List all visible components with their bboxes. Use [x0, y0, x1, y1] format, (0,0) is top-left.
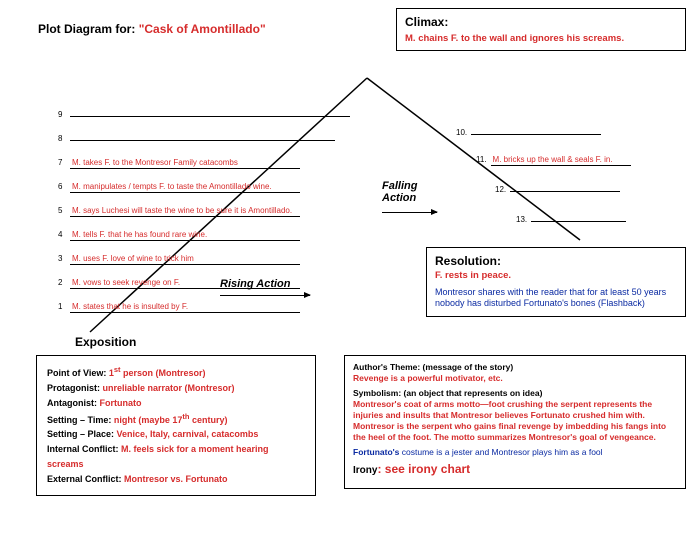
setting-place-value: Venice, Italy, carnival, catacombs [117, 429, 259, 439]
falling-item-13.: 13. [516, 215, 626, 224]
story-title: "Cask of Amontillado" [139, 22, 266, 36]
rising-item-6: 6M. manipulates / tempts F. to taste the… [58, 182, 300, 193]
antagonist-label: Antagonist: [47, 398, 100, 408]
fortunato-label: Fortunato's [353, 447, 399, 457]
irony-text: : see irony chart [377, 462, 470, 476]
theme-box: Author's Theme: (message of the story)Re… [344, 355, 686, 489]
setting-place-label: Setting – Place: [47, 429, 117, 439]
rising-action-arrow [220, 295, 310, 296]
pov-suffix: person (Montresor) [121, 368, 206, 378]
rising-item-5: 5M. says Luchesi will taste the wine to … [58, 206, 300, 217]
resolution-box: Resolution: F. rests in peace. Montresor… [426, 247, 686, 317]
rising-item-8: 8 [58, 134, 335, 143]
rising-action-label: Rising Action [220, 278, 290, 290]
climax-text: M. chains F. to the wall and ignores his… [405, 33, 677, 44]
setting-time-value: night (maybe 17 [114, 415, 183, 425]
falling-action-arrow [382, 212, 437, 213]
title-prefix: Plot Diagram for: [38, 22, 139, 36]
climax-header: Climax: [405, 15, 677, 29]
falling-item-11.: 11.M. bricks up the wall & seals F. in. [476, 155, 631, 166]
rising-item-7: 7M. takes F. to the Montresor Family cat… [58, 158, 300, 169]
falling-item-10.: 10. [456, 128, 601, 137]
pov-sup: st [114, 365, 121, 374]
resolution-line1: F. rests in peace. [435, 270, 677, 281]
rising-item-1: 1M. states that he is insulted by F. [58, 302, 300, 313]
falling-action-label: Falling Action [382, 180, 417, 204]
antagonist-value: Fortunato [100, 398, 142, 408]
protagonist-label: Protagonist: [47, 383, 103, 393]
rising-item-3: 3M. uses F. love of wine to trick him [58, 254, 300, 265]
setting-time-label: Setting – Time: [47, 415, 114, 425]
fortunato-text: costume is a jester and Montresor plays … [399, 447, 602, 457]
protagonist-value: unreliable narrator (Montresor) [103, 383, 235, 393]
exposition-label: Exposition [75, 335, 136, 349]
page-title: Plot Diagram for: "Cask of Amontillado" [38, 22, 266, 36]
setting-time-suffix: century) [189, 415, 227, 425]
irony-label: Irony [353, 465, 377, 476]
resolution-line2: Montresor shares with the reader that fo… [435, 287, 677, 310]
falling-item-12.: 12. [495, 185, 620, 194]
rising-item-9: 9 [58, 110, 350, 119]
pov-label: Point of View: [47, 368, 109, 378]
symbolism-text: Montresor's coat of arms motto—foot crus… [353, 399, 666, 442]
internal-conflict-label: Internal Conflict: [47, 444, 121, 454]
symbolism-label: Symbolism: (an object that represents on… [353, 388, 542, 398]
rising-item-4: 4M. tells F. that he has found rare wine… [58, 230, 300, 241]
external-conflict-label: External Conflict: [47, 474, 124, 484]
theme-label: Author's Theme: (message of the story) [353, 362, 513, 372]
climax-box: Climax: M. chains F. to the wall and ign… [396, 8, 686, 51]
resolution-header: Resolution: [435, 254, 677, 268]
external-conflict-value: Montresor vs. Fortunato [124, 474, 228, 484]
theme-text: Revenge is a powerful motivator, etc. [353, 373, 503, 383]
exposition-box: Point of View: 1st person (Montresor) Pr… [36, 355, 316, 496]
